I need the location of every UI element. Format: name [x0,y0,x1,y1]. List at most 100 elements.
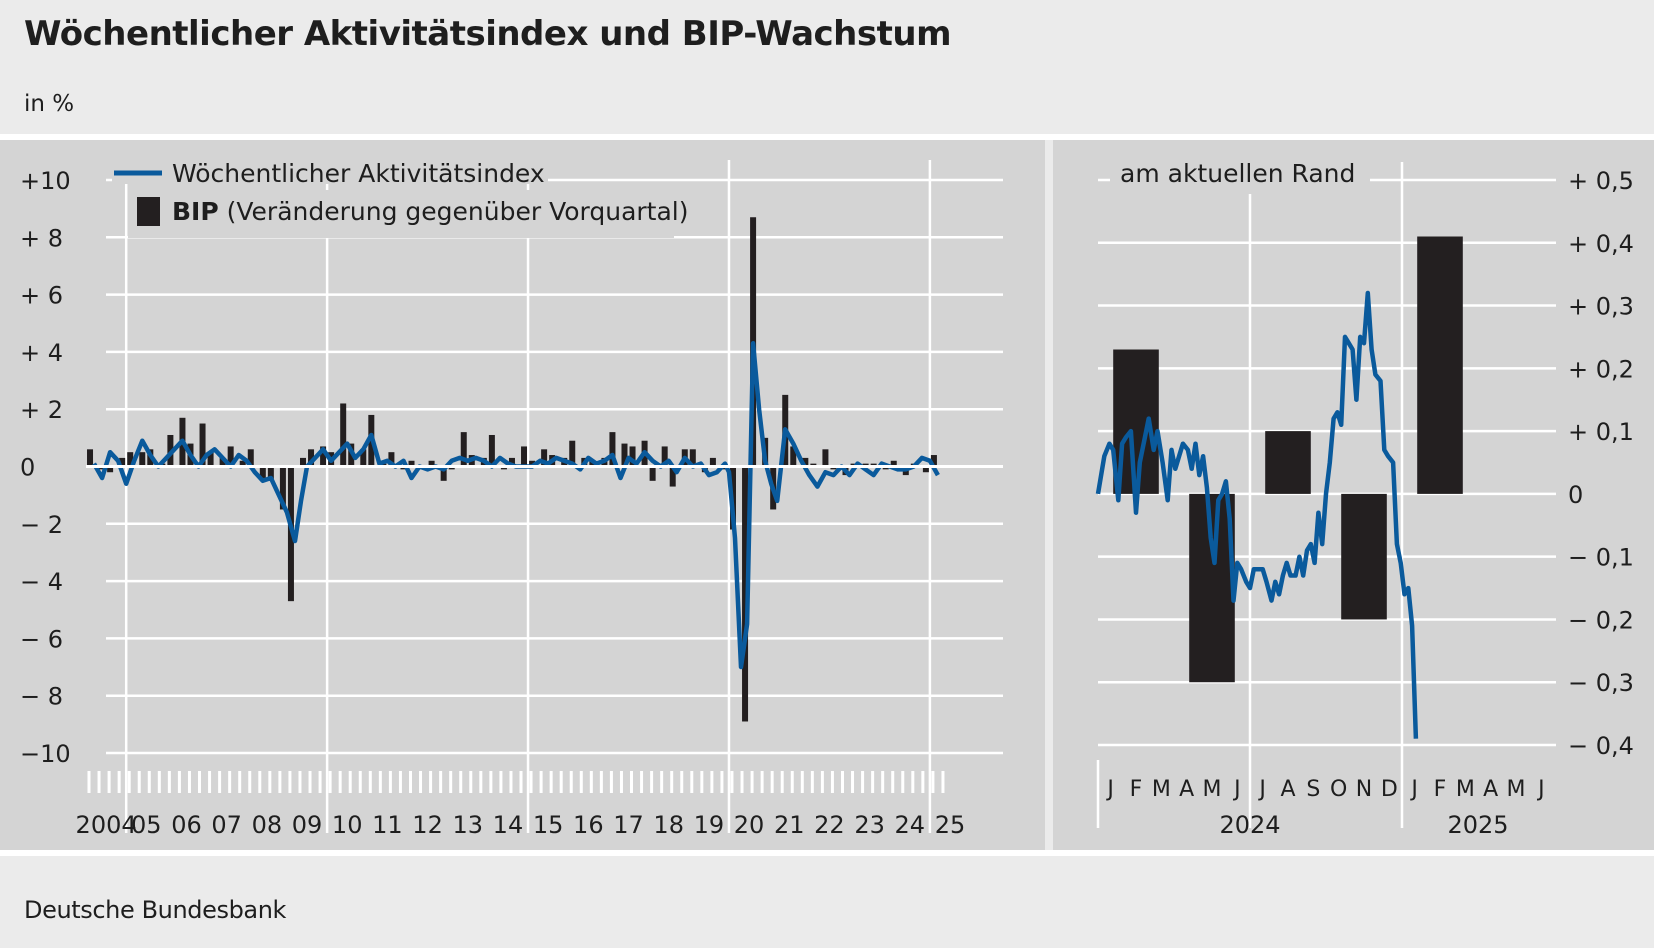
left-gdp-bar [529,460,536,467]
left-xtick-label: 2004 [76,811,137,839]
left-xtick-label: 08 [252,811,283,839]
right-month-label: A [1280,777,1295,802]
right-panel-title: am aktuellen Rand [1120,159,1355,188]
left-gdp-bar [239,460,246,467]
right-ytick-label: + 0,4 [1568,230,1634,258]
right-ytick-label: − 0,4 [1568,732,1634,760]
left-ytick-label: − 4 [20,568,63,596]
right-month-label: M [1456,777,1475,802]
left-gdp-bar [127,452,134,467]
right-ytick-label: 0 [1568,481,1583,509]
left-ytick-label: +10 [20,167,71,195]
left-xtick-label: 06 [171,811,202,839]
left-gdp-bar [742,466,749,722]
left-ytick-label: + 8 [20,224,63,252]
left-ytick-label: 0 [20,454,35,482]
legend-bar-label-rest: (Veränderung gegenüber Vorquartal) [219,197,689,226]
right-axis: + 0,5 + 0,4 + 0,3 + 0,2 + 0,1 0 − 0,1 − 0,2 − 0,… [1105,167,1633,839]
right-activity-line [1095,290,1419,739]
legend-bar-label-bold: BIP [172,197,219,226]
chart-title: Wöchentlicher Aktivitätsindex und BIP-Wa… [24,14,952,54]
left-xtick-label: 07 [211,811,242,839]
legend-bg-2 [128,190,674,238]
left-xtick-label: 15 [533,811,564,839]
left-gdp-bar [279,466,286,510]
legend-line-label: Wöchentlicher Aktivitätsindex [172,159,545,188]
left-gdp-bar [922,466,929,473]
left-gdp-bar [87,449,94,467]
right-month-label: M [1203,777,1222,802]
left-xtick-label: 11 [372,811,403,839]
right-title-bg [1110,158,1370,194]
left-gdp-bar [541,449,548,467]
left-gdp-bar [360,449,367,467]
left-gdp-bar [139,452,146,467]
left-gdp-bar [569,440,576,467]
left-gdp-bar [107,466,114,473]
right-month-label: M [1152,777,1171,802]
left-gdp-bar [207,452,214,467]
right-ytick-label: − 0,2 [1568,606,1634,634]
left-gdp-bar [199,423,206,467]
right-month-label: A [1483,777,1498,802]
left-xtick-label: 13 [452,811,483,839]
separator-bottom [0,850,1654,856]
right-month-label: N [1356,777,1372,802]
left-gdp-bar [267,466,274,481]
left-ytick-label: −10 [20,740,71,768]
left-panel-bg [0,140,1045,850]
left-gdp-bar [119,457,126,467]
left-gdp-bar [890,460,897,467]
left-ytick-label: + 2 [20,396,63,424]
right-month-label: F [1434,777,1447,802]
left-xtick-label: 19 [694,811,725,839]
right-ytick-label: + 0,1 [1568,418,1634,446]
right-month-label: M [1507,777,1526,802]
right-month-label: J [1536,777,1545,802]
left-xtick-label: 05 [131,811,162,839]
left-gdp-bar [460,432,467,467]
left-gdp-bar [320,446,327,467]
left-xtick-label: 10 [332,811,363,839]
legend-bar-label: BIP (Veränderung gegenüber Vorquartal) [172,197,689,226]
left-ytick-label: − 2 [20,511,63,539]
right-ytick-label: − 0,1 [1568,544,1634,572]
left-xtick-label: 18 [653,811,684,839]
right-month-label: S [1306,777,1320,802]
left-ytick-label: − 8 [20,683,63,711]
legend: Wöchentlicher Aktivitätsindex BIP (Verän… [112,158,689,238]
right-bars [1113,236,1463,683]
right-ytick-label: + 0,3 [1568,293,1634,321]
left-gdp-bar [609,432,616,467]
left-xtick-label: 23 [854,811,885,839]
separator-top [0,134,1654,140]
right-ytick-label: + 0,5 [1568,167,1634,195]
left-gdp-bar [340,403,347,467]
right-ytick-label: + 0,2 [1568,355,1634,383]
right-gdp-bar [1417,236,1463,494]
left-xtick-label: 25 [935,811,966,839]
right-year-label: 2025 [1447,811,1508,839]
left-gdp-bar [388,452,395,467]
left-gdp-bar [300,457,307,467]
left-ytick-label: + 4 [20,339,63,367]
right-gdp-bar [1341,493,1387,620]
unit-label: in % [24,91,75,117]
left-gdp-bar [247,449,254,467]
left-xtick-label: 20 [734,811,765,839]
left-gdp-bar [709,457,716,467]
legend-bar-swatch [137,197,160,226]
left-gdp-bar [259,466,266,478]
right-month-label: J [1257,777,1266,802]
left-gdp-bar [508,457,515,467]
right-month-label: J [1409,777,1418,802]
left-gdp-bar [308,449,315,467]
left-ytick-label: − 6 [20,625,63,653]
left-xtick-label: 21 [774,811,805,839]
left-xtick-label: 14 [493,811,524,839]
right-month-label: J [1105,777,1114,802]
right-month-label: F [1130,777,1143,802]
left-gdp-bar [521,446,528,467]
